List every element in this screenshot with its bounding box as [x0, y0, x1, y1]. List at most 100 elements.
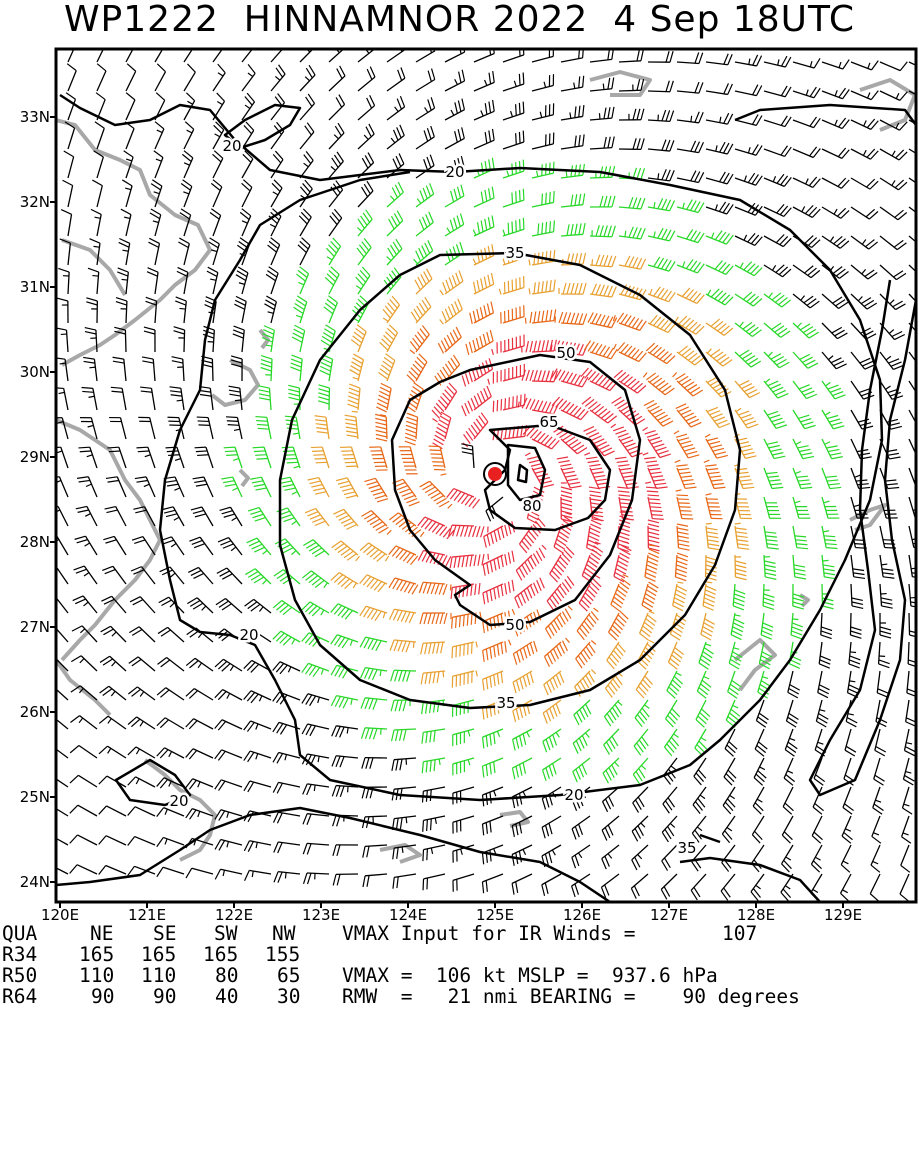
wind-barb	[274, 872, 300, 883]
contour-label: 20	[222, 137, 241, 155]
wind-barb	[677, 259, 704, 273]
wind-barb	[186, 658, 213, 671]
wind-barb	[609, 611, 629, 640]
lat-label: 29N	[20, 448, 50, 466]
wind-barb	[300, 151, 313, 178]
coastline	[735, 640, 775, 690]
wind-barb	[233, 326, 244, 352]
wind-barb	[543, 758, 561, 781]
wind-barb	[573, 758, 590, 782]
wind-barb	[735, 555, 747, 580]
wind-barb	[274, 842, 300, 853]
wind-barb	[423, 816, 445, 832]
wind-barb	[453, 787, 474, 804]
wind-barb	[304, 873, 329, 884]
wind-barb	[604, 700, 622, 726]
wind-barb	[215, 659, 242, 671]
vmax-input-value: 107	[722, 924, 757, 945]
wind-barb	[756, 700, 768, 727]
wind-barb	[735, 55, 762, 66]
wind-barb	[273, 752, 300, 763]
wind-barb	[793, 352, 818, 368]
wind-barb	[880, 613, 891, 638]
wind-barb	[61, 210, 71, 236]
wind-barb	[532, 191, 554, 207]
wind-barb	[677, 524, 690, 550]
wind-barb	[113, 357, 126, 381]
wind-barb	[821, 613, 832, 639]
wind-barb	[419, 582, 451, 595]
wind-barb	[735, 144, 762, 155]
wind-barb	[880, 584, 893, 608]
wind-barb	[532, 220, 554, 236]
wind-barb	[315, 416, 329, 439]
wind-barb	[851, 555, 865, 578]
wind-barb	[333, 509, 358, 529]
wind-barb	[706, 319, 733, 335]
wind-barb	[851, 61, 878, 70]
wind-barb	[361, 668, 387, 680]
wind-barb	[706, 231, 733, 245]
wind-barb	[157, 718, 184, 729]
wind-barb	[363, 874, 387, 887]
wind-barb	[360, 637, 387, 651]
wind-barb	[445, 41, 465, 62]
wind-barb	[234, 296, 246, 323]
quadrant-header-row: QUA NE SE SW NW VMAX Input for IR Winds …	[0, 924, 47, 944]
wind-barb	[544, 671, 564, 695]
lon-label: 123E	[302, 906, 340, 924]
coastline	[145, 760, 215, 860]
vmax-mslp-text: VMAX = 106 kt MSLP = 937.6 hPa	[342, 966, 718, 987]
wind-barb	[221, 477, 242, 497]
wind-barb	[640, 611, 657, 640]
wind-barb	[303, 540, 329, 557]
wind-barb	[722, 845, 735, 872]
wind-barb	[324, 296, 338, 323]
wind-barb	[298, 238, 310, 265]
wind-barb	[603, 787, 619, 812]
wind-barb	[302, 724, 329, 736]
wind-barb	[706, 83, 732, 94]
wind-barb	[332, 786, 358, 797]
wind-barb	[503, 73, 524, 91]
wind-barb	[880, 439, 901, 459]
wind-barb	[764, 526, 779, 549]
wind-barb	[675, 460, 697, 488]
wind-barb	[64, 151, 74, 178]
wind-barb	[416, 155, 434, 178]
wind-barb	[128, 777, 155, 787]
wind-barb	[435, 355, 460, 385]
wind-barb	[880, 207, 907, 220]
wind-barb	[706, 142, 733, 154]
wind-barb	[619, 197, 645, 209]
radius-value: 110	[79, 966, 114, 987]
wind-barb	[128, 747, 155, 758]
wind-barb	[532, 103, 554, 120]
wind-barb	[253, 447, 271, 468]
wind-barb	[822, 439, 843, 459]
wind-barb	[691, 874, 706, 900]
lat-label: 33N	[20, 108, 50, 126]
wind-barb	[244, 841, 271, 852]
wind-barb	[182, 151, 192, 178]
wind-barb	[880, 555, 894, 578]
wind-barb	[633, 787, 648, 813]
wind-barb	[764, 146, 791, 157]
lat-label: 30N	[20, 363, 50, 381]
wind-barb	[332, 541, 360, 561]
wind-barb	[300, 94, 315, 120]
wind-barb	[483, 787, 503, 806]
wind-barb	[361, 698, 387, 710]
wind-barb	[387, 125, 404, 149]
wind-barb	[142, 357, 155, 381]
wind-barb	[572, 816, 590, 839]
wind-barb	[162, 507, 184, 526]
wind-barb	[582, 397, 617, 423]
wind-barb	[392, 729, 416, 741]
wind-barb	[902, 787, 912, 814]
wind-barb	[138, 417, 155, 439]
lat-label: 27N	[20, 618, 50, 636]
wind-barb	[561, 134, 584, 149]
wind-barb	[416, 126, 434, 149]
wind-barb	[369, 447, 387, 470]
